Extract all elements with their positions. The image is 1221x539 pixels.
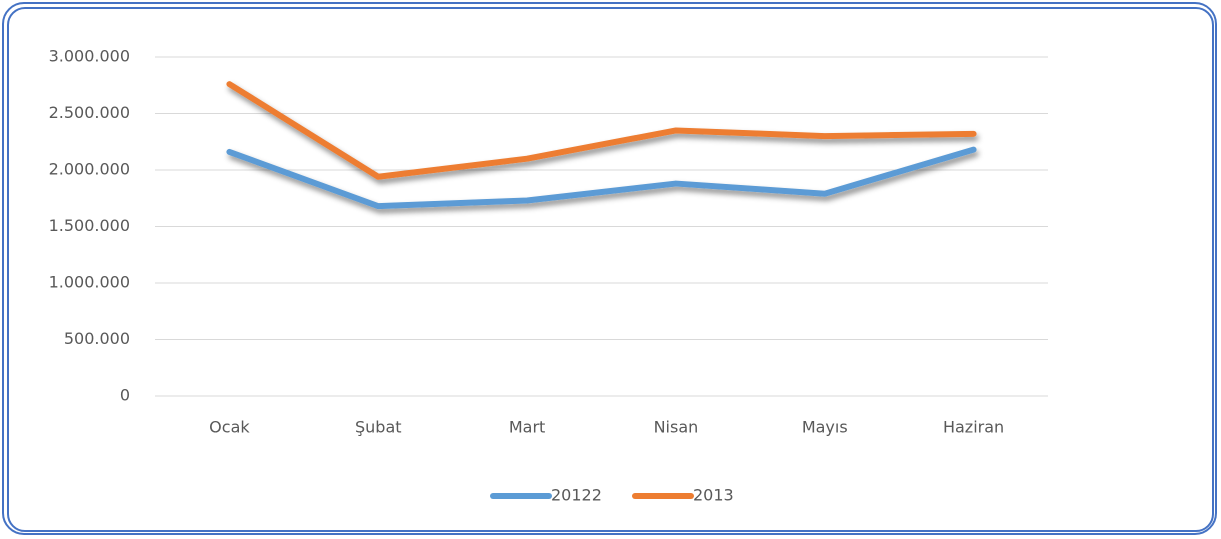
y-tick-label: 1.000.000 — [49, 273, 130, 292]
x-tick-label: Nisan — [654, 418, 699, 437]
x-tick-label: Ocak — [209, 418, 250, 437]
y-tick-label: 0 — [120, 386, 130, 405]
y-tick-label: 500.000 — [64, 329, 130, 348]
x-tick-label: Mayıs — [802, 418, 848, 437]
y-tick-label: 2.000.000 — [49, 160, 130, 179]
legend-label: 20122 — [551, 486, 602, 505]
y-tick-label: 3.000.000 — [49, 47, 130, 66]
y-tick-label: 1.500.000 — [49, 216, 130, 235]
legend-label: 2013 — [693, 486, 734, 505]
series-line — [226, 81, 977, 180]
x-tick-label: Mart — [509, 418, 545, 437]
x-tick-label: Şubat — [355, 418, 402, 437]
inner-border — [7, 7, 1214, 532]
series-line — [226, 146, 977, 210]
x-tick-label: Haziran — [943, 418, 1004, 437]
y-tick-label: 2.500.000 — [49, 103, 130, 122]
